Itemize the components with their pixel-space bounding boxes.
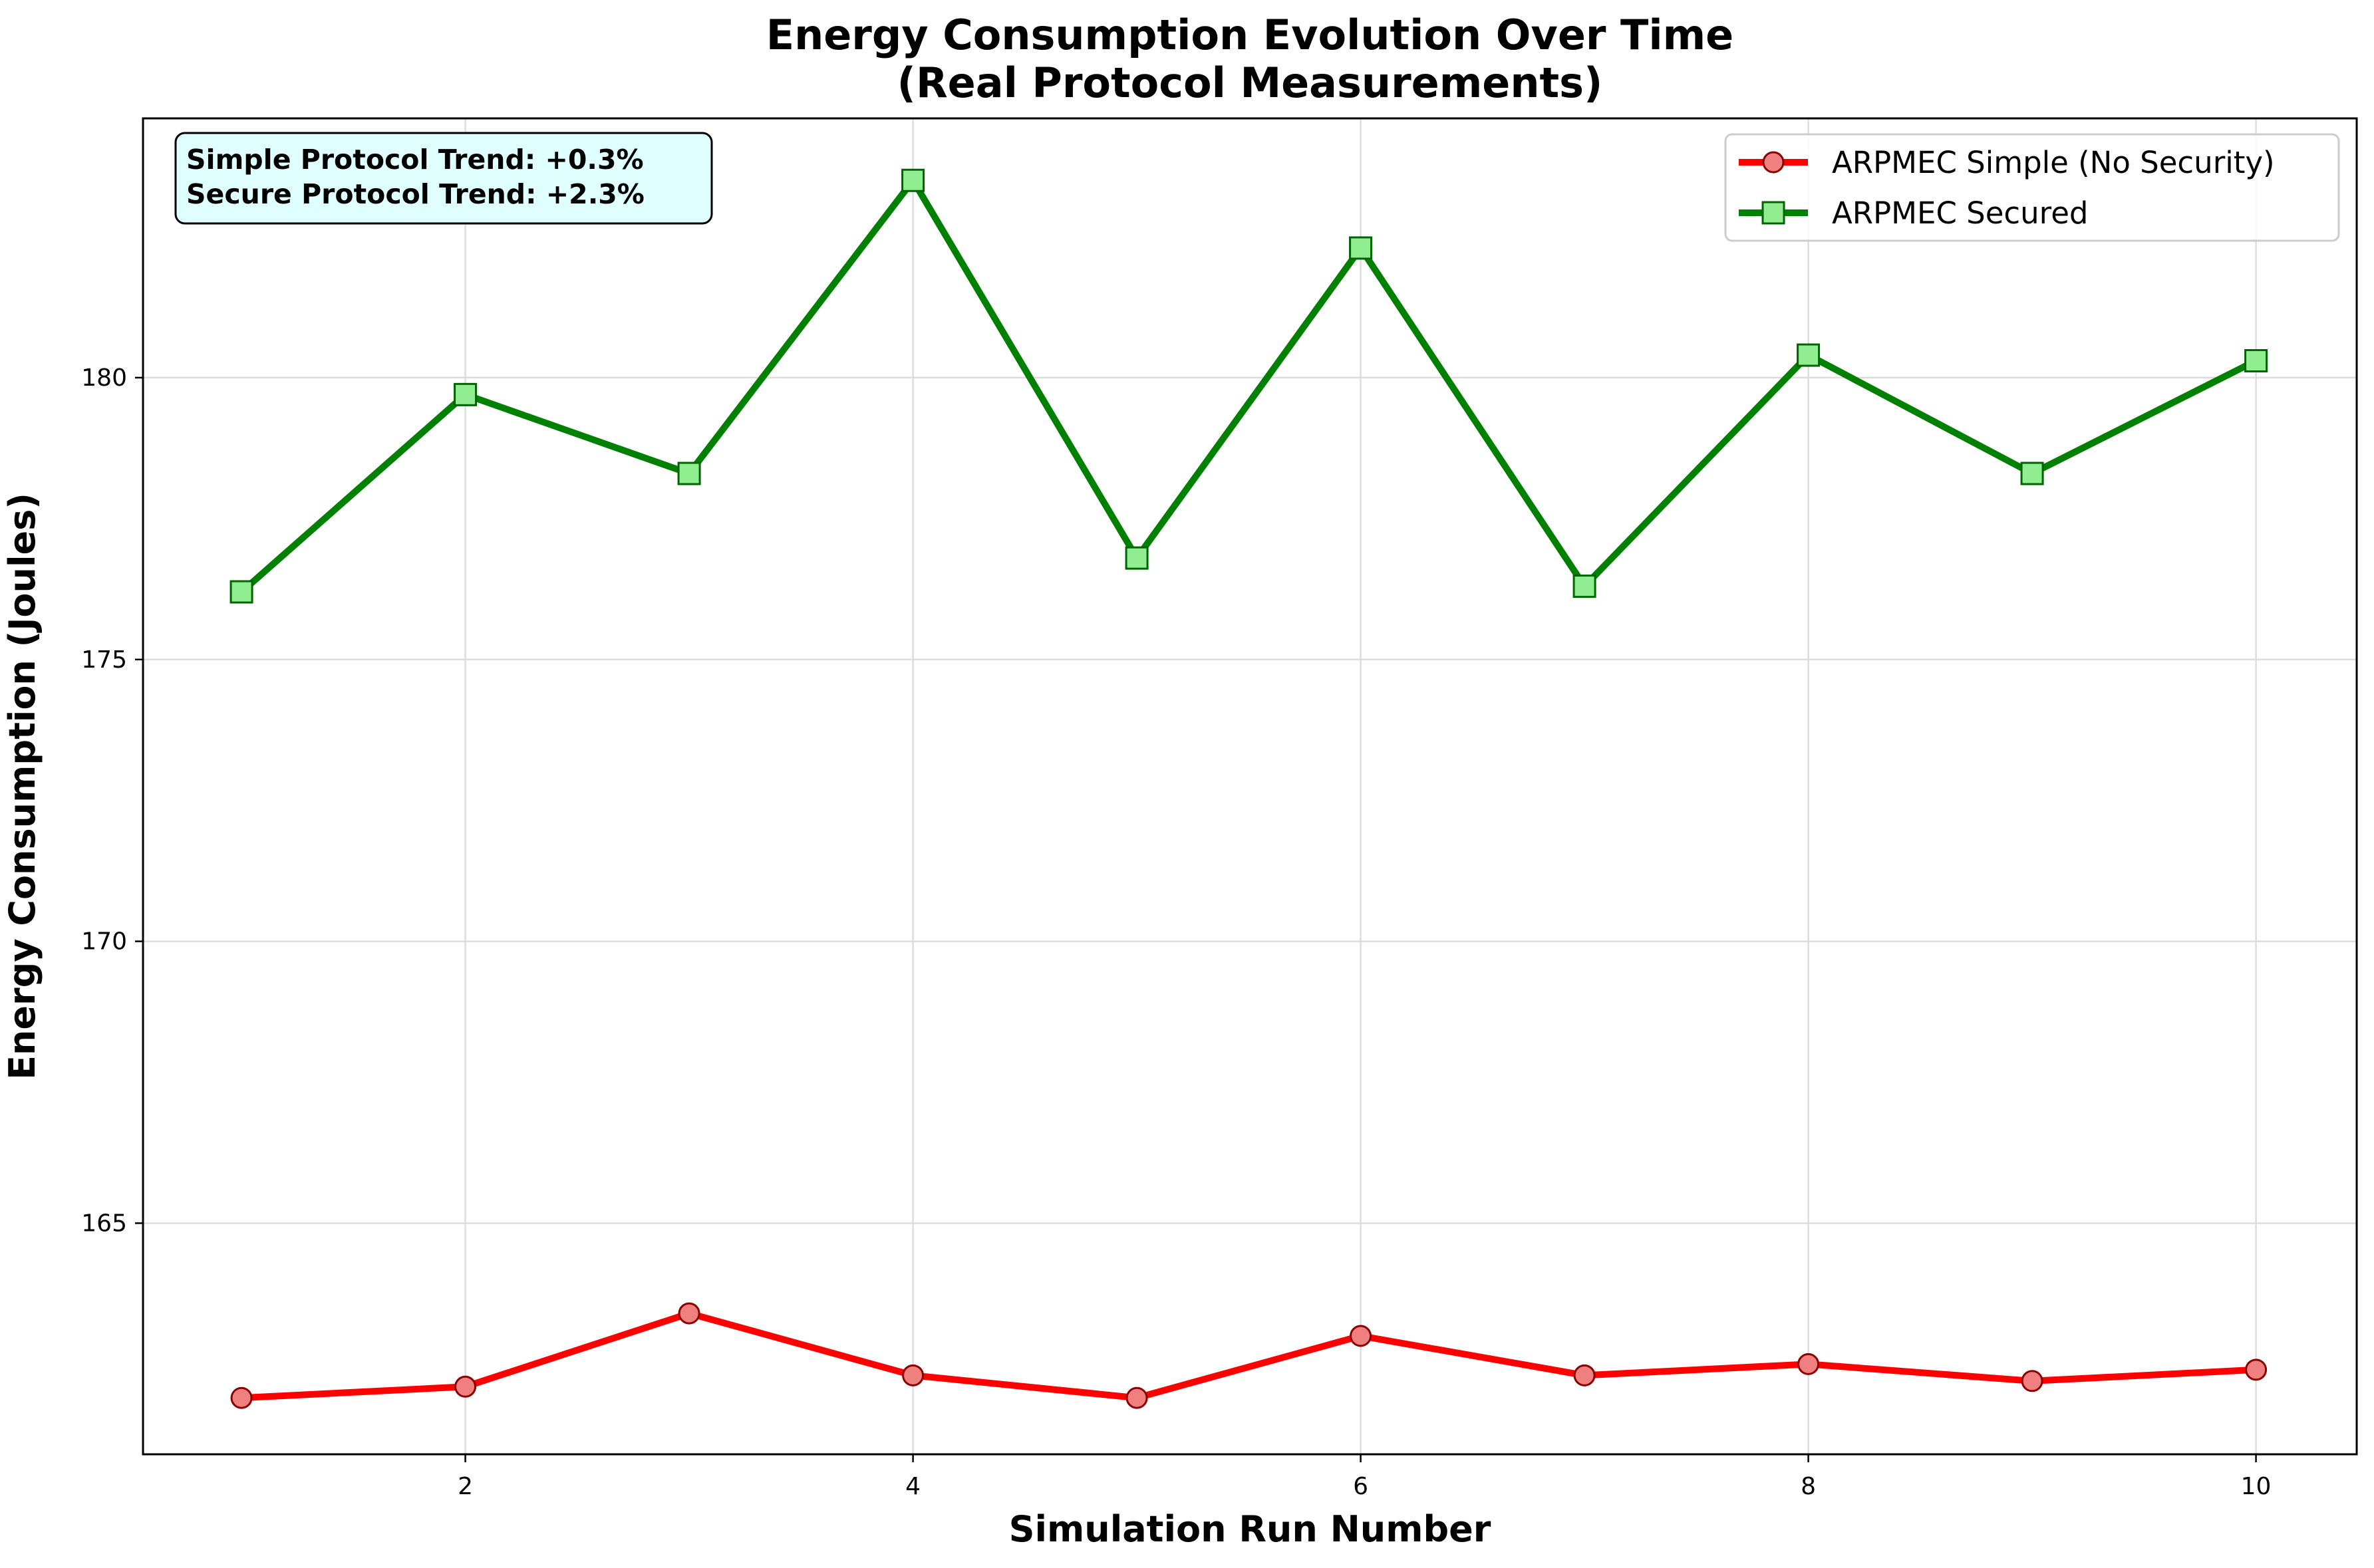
y-tick-label: 165 xyxy=(81,1210,127,1237)
data-point xyxy=(1797,1353,1820,1375)
legend-marker xyxy=(1762,151,1785,174)
x-tick-label: 8 xyxy=(1801,1473,1816,1500)
plot-frame xyxy=(142,117,2358,1456)
data-point xyxy=(678,1302,700,1325)
chart-title: Energy Consumption Evolution Over Time(R… xyxy=(766,11,1733,107)
y-tick-label: 180 xyxy=(81,364,127,392)
legend-label: ARPMEC Secured xyxy=(1832,196,2088,231)
x-tick-label: 10 xyxy=(2241,1473,2272,1500)
series-layer xyxy=(229,168,2268,1409)
data-point xyxy=(2244,349,2268,373)
data-point xyxy=(2245,1359,2268,1381)
x-axis-label: Simulation Run Number xyxy=(1009,1508,1491,1550)
data-point xyxy=(454,382,478,406)
data-point xyxy=(229,580,253,604)
data-point xyxy=(2020,461,2044,485)
data-point xyxy=(1125,1386,1148,1409)
y-tick-label: 175 xyxy=(81,646,127,674)
legend: ARPMEC Simple (No Security) ARPMEC Secure… xyxy=(1724,133,2340,242)
annotation-line: Secure Protocol Trend: +2.3% xyxy=(186,178,645,210)
data-point xyxy=(454,1375,477,1398)
y-tick-label: 170 xyxy=(81,928,127,956)
annotation-box xyxy=(174,132,713,225)
data-point xyxy=(677,461,701,485)
data-point xyxy=(2021,1370,2043,1392)
data-point xyxy=(1572,575,1596,598)
x-tick-label: 6 xyxy=(1353,1473,1368,1500)
data-point xyxy=(1573,1364,1596,1386)
x-tick-label: 4 xyxy=(905,1473,921,1500)
legend-label: ARPMEC Simple (No Security) xyxy=(1832,145,2275,180)
annotation-line: Simple Protocol Trend: +0.3% xyxy=(186,144,644,176)
chart-title-line: (Real Protocol Measurements) xyxy=(897,59,1603,107)
data-point xyxy=(902,1364,925,1386)
data-point xyxy=(1350,1325,1372,1347)
data-point xyxy=(1797,343,1821,367)
data-point xyxy=(1125,546,1149,570)
chart-title-line: Energy Consumption Evolution Over Time xyxy=(766,11,1733,59)
legend-box xyxy=(1724,133,2340,242)
series-line xyxy=(238,177,2260,596)
data-point xyxy=(901,168,925,192)
x-tick-label: 2 xyxy=(458,1473,473,1500)
grid-layer xyxy=(143,118,2357,1454)
tick-layer: 2 4 6 8 10 165 170 175 180 xyxy=(81,364,2271,1500)
legend-marker xyxy=(1761,201,1785,225)
y-axis-label: Energy Consumption (Joules) xyxy=(1,493,43,1080)
trend-annotation: Simple Protocol Trend: +0.3%Secure Proto… xyxy=(174,132,713,225)
data-point xyxy=(1349,236,1373,260)
data-point xyxy=(230,1386,253,1409)
series-line xyxy=(238,1310,2260,1402)
